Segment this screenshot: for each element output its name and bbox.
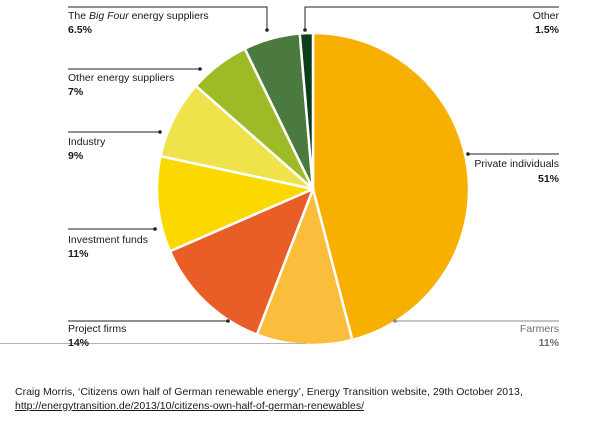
pie-slice-investment-funds xyxy=(155,154,315,253)
label-private-individuals: Private individuals xyxy=(474,158,559,170)
value-other-energy-suppliers: 7% xyxy=(68,86,84,98)
source-citation: Craig Morris, ‘Citizens own half of Germ… xyxy=(15,385,590,413)
pie-slice-private-individuals xyxy=(311,31,471,342)
label-investment-funds: Investment funds xyxy=(68,234,148,246)
separator-line xyxy=(0,343,306,344)
label-project-firms: Project firms xyxy=(68,323,126,335)
leader-dot-project-firms xyxy=(226,319,230,323)
leader-dot-industry xyxy=(158,130,162,134)
leader-big-four xyxy=(68,6,268,30)
pie-slice-other xyxy=(298,31,315,191)
leader-dot-big-four xyxy=(265,28,269,32)
leader-dot-farmers xyxy=(393,319,397,323)
pie-slice-project-firms xyxy=(168,187,315,336)
leader-dot-investment-funds xyxy=(153,227,157,231)
value-farmers: 11% xyxy=(538,337,559,349)
leader-dot-private-individuals xyxy=(466,152,470,156)
label-other-energy-suppliers: Other energy suppliers xyxy=(68,72,174,84)
label-other: Other xyxy=(533,10,560,22)
source-text: Craig Morris, ‘Citizens own half of Germ… xyxy=(15,386,523,398)
label-farmers: Farmers xyxy=(520,323,559,335)
value-other: 1.5% xyxy=(535,24,560,36)
pie-chart: The Big Four energy suppliers 6.5% Other… xyxy=(68,6,560,345)
label-big-four: The Big Four energy suppliers xyxy=(68,10,209,22)
leader-dot-other-energy-suppliers xyxy=(198,67,202,71)
leader-dot-other xyxy=(303,28,307,32)
value-industry: 9% xyxy=(68,150,84,162)
leader-other xyxy=(304,6,559,30)
value-project-firms-below: 14% xyxy=(68,337,90,349)
value-investment-funds: 11% xyxy=(68,248,89,260)
value-private-individuals: 51% xyxy=(538,173,560,185)
source-link[interactable]: http://energytransition.de/2013/10/citiz… xyxy=(15,400,365,412)
label-industry: Industry xyxy=(68,136,106,148)
value-big-four: 6.5% xyxy=(68,24,93,36)
pie-slice-farmers xyxy=(255,187,354,345)
